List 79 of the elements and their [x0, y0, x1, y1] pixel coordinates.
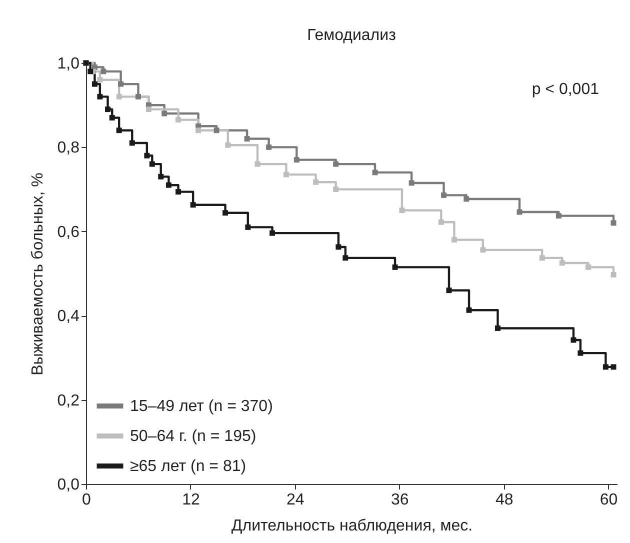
point	[266, 144, 272, 150]
x-tick-label: 48	[495, 492, 514, 508]
point	[254, 161, 260, 167]
point	[158, 174, 164, 180]
point	[438, 219, 444, 225]
point	[214, 128, 220, 134]
point	[586, 264, 592, 270]
point	[495, 325, 500, 331]
point	[190, 202, 196, 208]
point	[610, 364, 616, 370]
point	[539, 255, 545, 261]
x-tick-label: 24	[286, 492, 304, 508]
y-tick-label: 1,0	[57, 56, 80, 72]
point	[283, 172, 289, 178]
point	[570, 337, 576, 343]
point	[602, 364, 608, 370]
x-axis-title: Длительность наблюдения, мес.	[231, 518, 473, 534]
y-axis-title: Выживаемость больных, %	[29, 172, 46, 376]
point	[578, 350, 584, 356]
point	[392, 264, 398, 270]
point	[166, 182, 172, 188]
point	[100, 68, 106, 74]
y-tick-label: 0,2	[57, 392, 80, 410]
point	[480, 247, 486, 253]
point	[333, 186, 339, 192]
point	[245, 224, 251, 230]
chart-title: Гемодиализ	[307, 27, 396, 44]
point	[399, 208, 405, 214]
point	[294, 157, 300, 163]
point	[244, 136, 250, 142]
y-tick-label: 0,6	[57, 224, 80, 241]
point	[92, 81, 98, 87]
x-tick-label: 12	[182, 492, 200, 508]
point	[559, 260, 565, 266]
point	[610, 272, 616, 278]
x-tick-label: 0	[82, 492, 92, 508]
point	[441, 192, 447, 198]
y-tick-label: 0,4	[57, 308, 80, 326]
point	[466, 307, 472, 313]
point	[97, 94, 103, 100]
point	[464, 196, 470, 202]
point	[144, 152, 150, 158]
point	[162, 110, 168, 116]
point	[88, 68, 94, 74]
point	[446, 288, 452, 294]
point	[451, 237, 457, 243]
x-tick-label: 60	[600, 492, 618, 508]
point	[270, 230, 276, 236]
point	[225, 142, 231, 148]
point	[118, 81, 124, 87]
point	[196, 128, 202, 134]
legend-label: 50–64 г. (n = 195)	[130, 428, 256, 445]
point	[129, 140, 135, 146]
point	[176, 117, 182, 123]
point	[149, 161, 155, 167]
point	[222, 210, 228, 216]
legend-label: ≥65 лет (n = 81)	[130, 458, 246, 475]
point	[372, 170, 378, 176]
point	[336, 244, 342, 250]
point	[556, 213, 562, 219]
point	[116, 128, 122, 134]
point	[333, 161, 339, 167]
point	[176, 189, 182, 195]
point	[342, 255, 348, 261]
point	[135, 94, 141, 100]
point	[408, 180, 414, 186]
y-tick-label: 0,0	[57, 476, 80, 494]
point	[116, 94, 122, 100]
point	[516, 209, 522, 215]
y-tick-label: 0,8	[57, 140, 80, 157]
point	[105, 106, 110, 112]
point	[146, 106, 152, 112]
x-tick-label: 36	[390, 492, 409, 508]
annotation: p < 0,001	[532, 81, 600, 98]
point	[610, 220, 616, 226]
point	[97, 77, 103, 83]
point	[313, 179, 319, 185]
legend-label: 15–49 лет (n = 370)	[130, 398, 273, 415]
point	[109, 114, 115, 120]
